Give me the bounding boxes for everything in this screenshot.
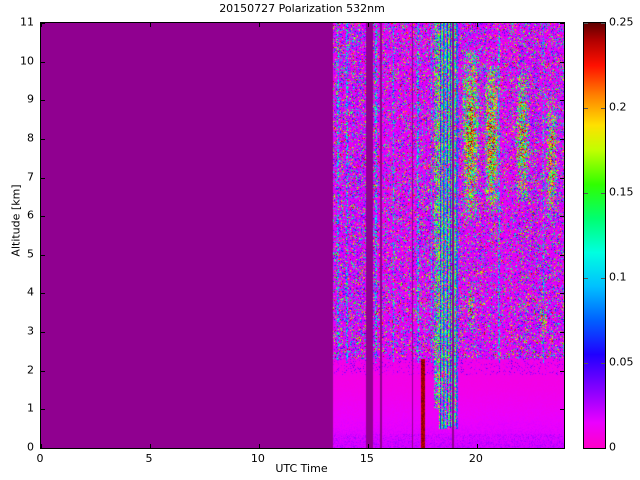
y-tick-right <box>560 177 564 179</box>
x-tick-label: 20 <box>468 452 483 465</box>
y-tick-label: 9 <box>27 92 34 106</box>
colorbar-tick <box>601 108 605 109</box>
y-tick <box>41 23 45 24</box>
colorbar-tick <box>584 363 588 364</box>
y-tick-right <box>560 216 564 218</box>
x-tick <box>41 444 42 448</box>
plot-title: 20150727 Polarization 532nm <box>219 2 385 15</box>
y-tick-right <box>560 138 564 140</box>
y-tick <box>41 409 45 411</box>
x-tick-top <box>367 23 369 27</box>
colorbar-tick <box>601 448 605 449</box>
x-tick-label: 15 <box>359 452 374 465</box>
y-tick <box>41 216 45 218</box>
colorbar-tick <box>601 278 605 279</box>
y-tick <box>41 254 45 256</box>
y-tick-right <box>560 61 564 63</box>
x-tick <box>476 444 478 448</box>
y-tick <box>41 177 45 179</box>
colorbar-tick-label: 0.25 <box>609 15 634 29</box>
y-tick-label: 5 <box>27 247 34 261</box>
colorbar-tick-label: 0.1 <box>609 270 627 284</box>
y-tick-right <box>560 409 564 411</box>
colorbar-tick-label: 0.2 <box>609 100 627 114</box>
x-tick <box>258 444 260 448</box>
heatmap-axes[interactable] <box>40 22 565 449</box>
y-tick-right <box>560 100 564 102</box>
colorbar-tick <box>601 23 605 24</box>
colorbar-tick-label: 0 <box>609 440 616 454</box>
y-tick-label: 7 <box>27 170 34 184</box>
y-tick-right <box>560 448 564 449</box>
y-tick <box>41 370 45 372</box>
colorbar-tick <box>584 278 588 279</box>
colorbar-tick-label: 0.15 <box>609 185 634 199</box>
y-tick <box>41 100 45 102</box>
x-tick-label: 5 <box>145 452 153 465</box>
y-tick <box>41 332 45 334</box>
y-tick-right <box>560 23 564 24</box>
x-tick-label: 10 <box>250 452 265 465</box>
colorbar[interactable] <box>583 22 606 449</box>
y-tick-right <box>560 332 564 334</box>
colorbar-tick <box>584 448 588 449</box>
y-tick-label: 8 <box>27 131 34 145</box>
colorbar-tick <box>584 108 588 109</box>
y-tick-label: 0 <box>27 440 34 454</box>
y-tick-right <box>560 293 564 295</box>
y-tick <box>41 293 45 295</box>
y-tick-label: 11 <box>20 15 34 29</box>
y-tick-label: 1 <box>27 401 34 415</box>
x-tick <box>149 444 151 448</box>
y-tick-label: 6 <box>27 208 34 222</box>
y-tick-right <box>560 370 564 372</box>
y-tick <box>41 138 45 140</box>
x-tick-top <box>41 23 42 27</box>
y-tick-label: 2 <box>27 363 34 377</box>
colorbar-tick <box>584 193 588 194</box>
y-tick-label: 3 <box>27 324 34 338</box>
y-tick-right <box>560 254 564 256</box>
x-axis-label: UTC Time <box>275 462 328 475</box>
colorbar-tick <box>601 363 605 364</box>
x-tick-top <box>149 23 151 27</box>
x-tick-label: 0 <box>36 452 44 465</box>
y-tick-label: 4 <box>27 285 34 299</box>
y-tick <box>41 448 45 449</box>
colorbar-tick <box>584 23 588 24</box>
x-tick <box>367 444 369 448</box>
y-tick <box>41 61 45 63</box>
colorbar-gradient <box>584 23 605 448</box>
colorbar-tick <box>601 193 605 194</box>
y-tick-label: 10 <box>20 54 34 68</box>
colorbar-tick-label: 0.05 <box>609 355 634 369</box>
x-tick-top <box>258 23 260 27</box>
heatmap-image <box>41 23 564 448</box>
x-tick-top <box>476 23 478 27</box>
